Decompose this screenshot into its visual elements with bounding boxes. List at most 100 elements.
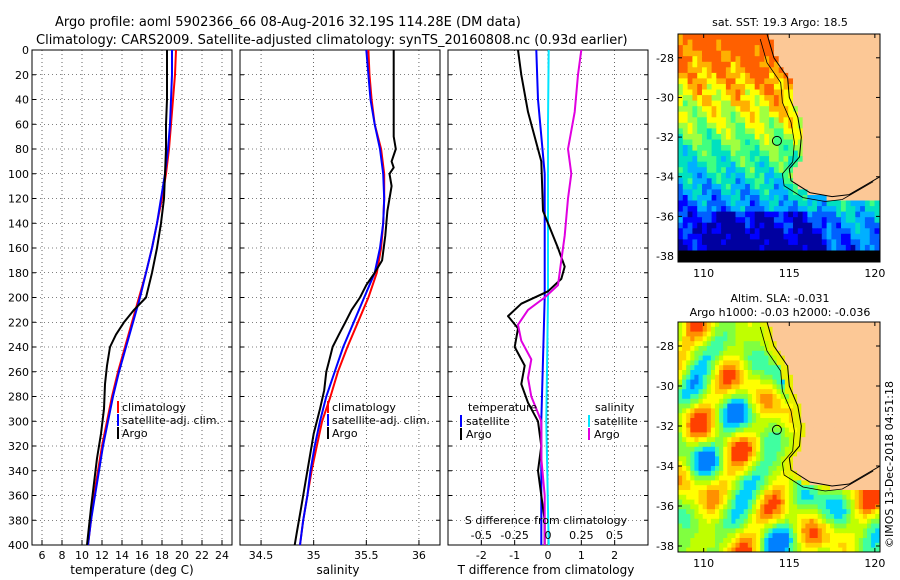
land-cell [813, 331, 819, 337]
land-cell [864, 178, 871, 185]
land-cell [809, 374, 815, 381]
ocean-cell [875, 518, 880, 525]
ocean-cell [768, 384, 774, 390]
ocean-cell [821, 206, 828, 213]
ocean-cell [846, 528, 852, 534]
land-cell [858, 350, 864, 357]
ocean-cell [778, 172, 785, 179]
ocean-cell [760, 542, 765, 549]
ocean-cell [690, 336, 696, 342]
ocean-cell [759, 195, 765, 202]
land-cell [805, 446, 811, 453]
land-cell [834, 331, 839, 337]
ocean-cell [797, 475, 802, 481]
ocean-cell [697, 189, 703, 196]
land-cell [884, 90, 889, 96]
ocean-cell [730, 39, 737, 46]
ocean-cell [768, 437, 774, 443]
ocean-cell [735, 437, 741, 443]
ocean-cell [760, 384, 765, 390]
land-cell [834, 365, 839, 371]
land-cell [813, 427, 819, 433]
ocean-cell [721, 161, 727, 168]
land-cell [817, 111, 823, 118]
ocean-cell [784, 490, 790, 496]
ocean-cell [711, 50, 717, 57]
ocean-cell [731, 542, 737, 549]
land-cell [830, 432, 835, 438]
land-cell [802, 161, 808, 168]
land-cell [850, 61, 856, 68]
ocean-cell [831, 217, 837, 224]
ocean-cell [698, 408, 704, 414]
land-cell [841, 78, 847, 85]
ocean-cell [723, 346, 728, 352]
ocean-cell [690, 322, 696, 328]
ocean-cell [784, 470, 790, 477]
ocean-cell [768, 418, 774, 424]
ocean-cell [743, 485, 749, 491]
ocean-cell [864, 239, 871, 246]
ocean-cell [739, 470, 745, 477]
land-cell [838, 355, 843, 361]
ocean-cell [754, 122, 761, 129]
ocean-cell [682, 122, 689, 129]
ocean-cell [740, 95, 746, 102]
land-cell [812, 156, 818, 163]
ocean-cell [731, 461, 737, 467]
ocean-cell [721, 222, 727, 229]
land-cell [845, 61, 852, 68]
ocean-cell [682, 250, 689, 257]
ocean-cell [846, 490, 852, 496]
ocean-cell [756, 365, 761, 371]
land-cell [860, 67, 866, 74]
land-cell [817, 50, 823, 57]
ocean-cell [797, 418, 802, 424]
land-cell [841, 150, 847, 157]
ocean-cell [784, 518, 790, 525]
land-cell [860, 178, 866, 185]
ocean-cell [814, 552, 819, 557]
ocean-cell [854, 542, 860, 549]
ocean-cell [754, 111, 761, 118]
ocean-cell [710, 427, 716, 433]
ocean-cell [772, 346, 778, 352]
ocean-cell [710, 394, 716, 400]
ocean-cell [711, 167, 717, 174]
ocean-cell [697, 206, 703, 213]
ocean-cell [756, 370, 761, 376]
land-cell [850, 183, 856, 191]
ocean-cell [702, 206, 708, 213]
ocean-cell [745, 211, 751, 218]
land-cell [797, 56, 804, 63]
ocean-cell [739, 408, 745, 414]
land-cell [841, 172, 847, 179]
ocean-cell [682, 480, 687, 486]
ocean-cell [702, 451, 708, 457]
ocean-cell [772, 494, 778, 501]
ocean-cell [747, 523, 753, 529]
ocean-cell [838, 499, 843, 505]
land-cell [831, 84, 837, 91]
ocean-cell [727, 322, 733, 328]
ocean-cell [740, 56, 746, 63]
land-cell [845, 195, 852, 202]
ocean-cell [846, 518, 852, 525]
ocean-cell [854, 504, 860, 510]
ocean-cell [805, 547, 811, 552]
ocean-cell [869, 239, 876, 246]
ocean-cell [731, 509, 737, 515]
ocean-cell [773, 233, 780, 240]
ocean-cell [686, 514, 691, 520]
ocean-cell [725, 161, 732, 168]
land-cell [855, 167, 861, 174]
ocean-cell [821, 490, 827, 496]
ocean-cell [739, 514, 745, 520]
ocean-cell [678, 106, 684, 113]
ocean-cell [773, 128, 780, 135]
ocean-cell [817, 514, 823, 520]
ocean-cell [682, 45, 689, 52]
ocean-cell [784, 394, 790, 400]
ocean-cell [778, 183, 785, 191]
ocean-cell [759, 233, 765, 240]
